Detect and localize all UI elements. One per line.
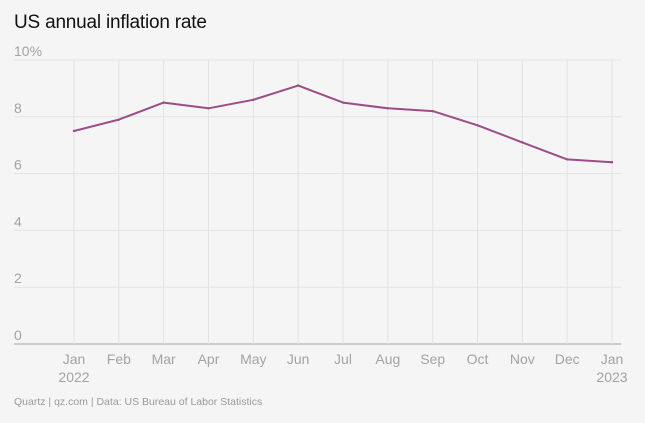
y-tick-label: 6 [14,157,22,173]
x-tick-label: Dec [555,351,580,367]
x-axis-ticks: Jan Feb Mar Apr May Jun Jul Aug Sep Oct Nov Dec Jan 2… [58,351,627,385]
data-point [296,84,300,87]
y-axis-ticks: 0 2 4 6 8 10% [14,43,42,343]
x-tick-label: Mar [152,351,176,367]
data-point [476,124,479,127]
y-tick-label: 4 [14,213,22,229]
data-point [117,118,121,121]
x-tick-label: Aug [375,351,400,367]
x-tick-label: Jan [601,351,624,367]
x-year-label: 2022 [58,369,89,385]
data-point [431,109,434,113]
chart-title: US annual inflation rate [14,12,207,33]
data-point [521,141,524,144]
x-tick-label: Oct [467,351,489,367]
y-tick-label: 10% [14,43,42,59]
x-tick-label: Apr [198,351,220,367]
data-point [252,98,255,101]
data-point [162,101,165,104]
x-tick-label: Feb [107,351,131,367]
y-tick-label: 8 [14,100,22,116]
chart-footer: Quartz | qz.com | Data: US Bureau of Lab… [14,396,263,408]
x-tick-label: Jul [334,351,352,367]
data-point [341,101,345,104]
x-tick-label: Jan [63,351,86,367]
data-point [610,161,614,164]
x-tick-label: Jun [287,351,310,367]
y-tick-label: 2 [14,270,22,286]
data-point [565,158,569,161]
y-tick-label: 0 [14,327,22,343]
data-point [72,129,76,133]
data-point [386,107,390,110]
data-point [207,107,210,110]
x-year-label: 2023 [596,369,627,385]
x-tick-label: Nov [510,351,535,367]
x-tick-label: Sep [420,351,445,367]
series-layer [72,84,614,164]
grid-layer [14,59,621,345]
x-tick-label: May [240,351,266,367]
